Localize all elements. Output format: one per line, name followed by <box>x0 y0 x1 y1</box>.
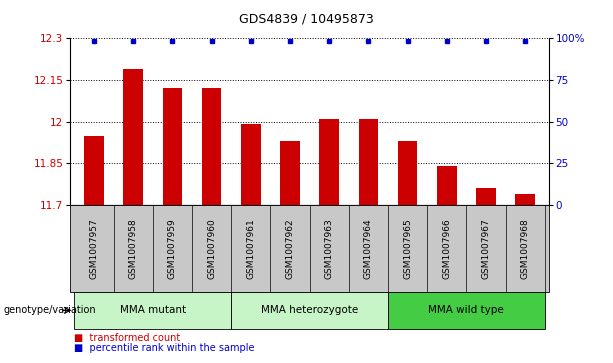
Text: GDS4839 / 10495873: GDS4839 / 10495873 <box>239 13 374 26</box>
Text: GSM1007964: GSM1007964 <box>364 218 373 279</box>
Bar <box>516 194 535 205</box>
Text: ■  percentile rank within the sample: ■ percentile rank within the sample <box>74 343 254 354</box>
Text: GSM1007968: GSM1007968 <box>520 218 530 279</box>
Text: GSM1007958: GSM1007958 <box>129 218 138 279</box>
Text: GSM1007965: GSM1007965 <box>403 218 412 279</box>
Text: GSM1007962: GSM1007962 <box>286 218 294 279</box>
Text: GSM1007961: GSM1007961 <box>246 218 255 279</box>
Text: GSM1007960: GSM1007960 <box>207 218 216 279</box>
Text: ■  transformed count: ■ transformed count <box>74 333 180 343</box>
Bar <box>202 88 221 205</box>
Text: MMA mutant: MMA mutant <box>120 305 186 315</box>
Text: genotype/variation: genotype/variation <box>3 305 96 315</box>
Text: MMA wild type: MMA wild type <box>428 305 504 315</box>
Text: GSM1007959: GSM1007959 <box>168 218 177 279</box>
Bar <box>359 119 378 205</box>
Text: GSM1007957: GSM1007957 <box>89 218 99 279</box>
Bar <box>476 188 496 205</box>
Bar <box>123 69 143 205</box>
Bar <box>84 135 104 205</box>
Bar <box>437 166 457 205</box>
Text: GSM1007963: GSM1007963 <box>325 218 333 279</box>
Text: GSM1007966: GSM1007966 <box>442 218 451 279</box>
Text: MMA heterozygote: MMA heterozygote <box>261 305 358 315</box>
Bar <box>398 141 417 205</box>
Bar <box>241 125 261 205</box>
Bar <box>319 119 339 205</box>
Bar <box>162 88 182 205</box>
Text: GSM1007967: GSM1007967 <box>481 218 490 279</box>
Bar <box>280 141 300 205</box>
